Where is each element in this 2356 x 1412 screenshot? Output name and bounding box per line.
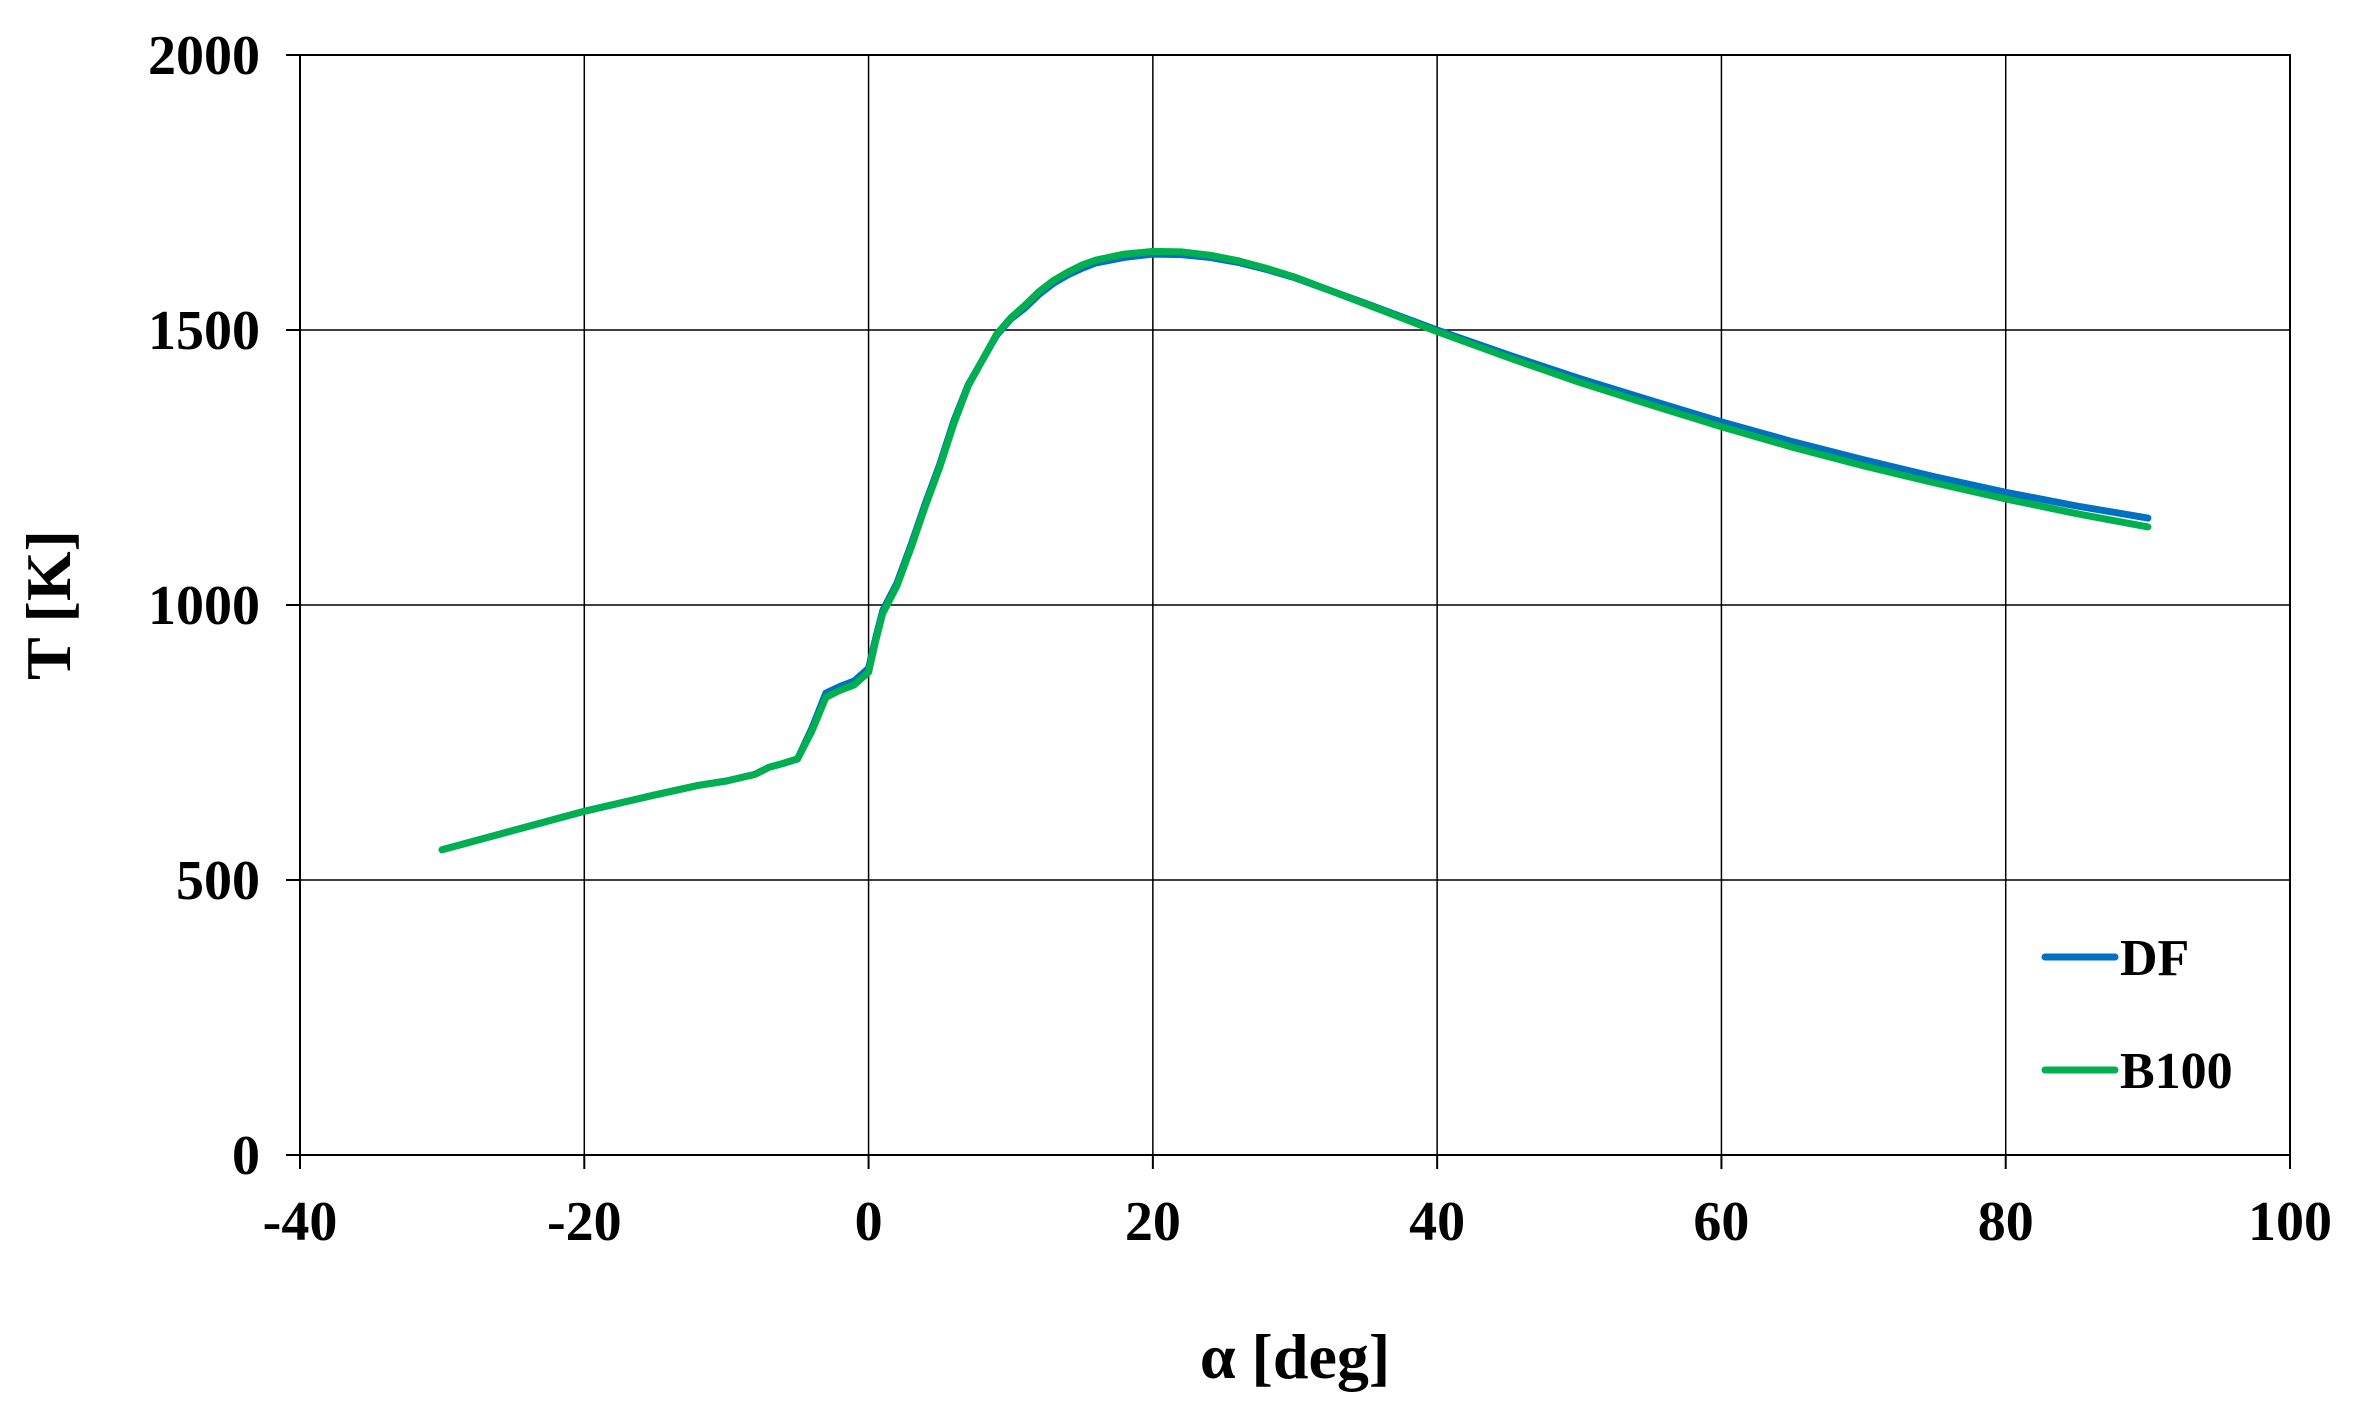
series-line-df [438,250,2152,854]
x-tick-label: 40 [1409,1191,1465,1253]
y-tick-label: 1000 [148,575,260,637]
series-line-b100 [438,247,2152,854]
y-axis-ticks: 0 500 1000 1500 2000 [148,25,300,1187]
x-tick-label: 60 [1693,1191,1749,1253]
y-tick-label: 1500 [148,300,260,362]
x-axis-ticks: -40 -20 0 20 40 60 80 100 [263,1155,2332,1253]
legend: DF B100 [2041,930,2233,1100]
series-group [438,247,2152,854]
y-tick-label: 0 [232,1125,260,1187]
legend-label-df: DF [2120,930,2189,987]
x-tick-label: 100 [2248,1191,2332,1253]
y-tick-label: 2000 [148,25,260,87]
x-tick-label: 80 [1978,1191,2034,1253]
y-axis-title: T [K] [13,530,84,680]
x-tick-label: -40 [263,1191,338,1253]
x-axis-title: α [deg] [1200,1321,1390,1392]
grid-lines [299,54,2291,1156]
x-tick-label: 20 [1125,1191,1181,1253]
legend-label-b100: B100 [2120,1043,2233,1100]
x-tick-label: -20 [547,1191,622,1253]
x-tick-label: 0 [855,1191,883,1253]
y-tick-label: 500 [176,850,260,912]
